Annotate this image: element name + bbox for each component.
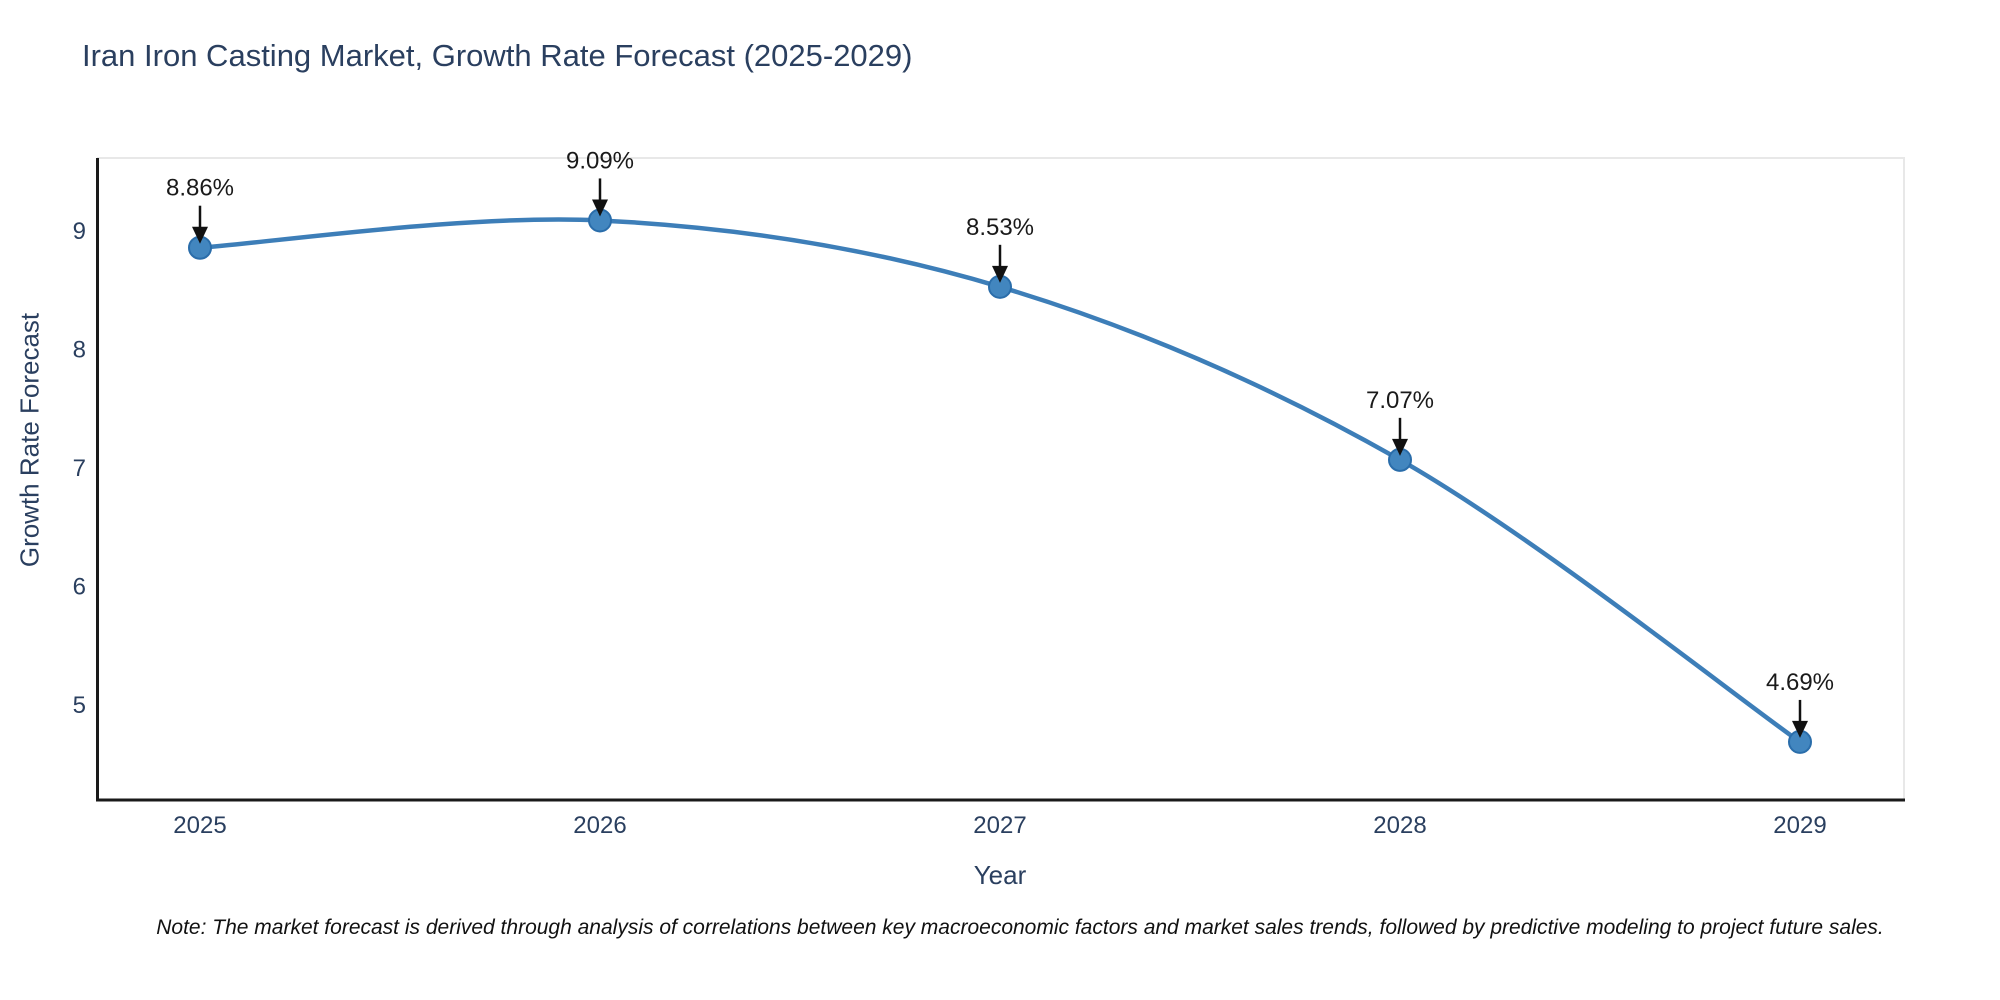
annotation-label: 4.69% — [1766, 669, 1834, 696]
annotation-label: 8.53% — [966, 214, 1034, 241]
y-tick-label: 5 — [73, 692, 86, 719]
x-tick-label: 2027 — [973, 812, 1026, 839]
x-tick-label: 2029 — [1773, 812, 1826, 839]
x-tick-label: 2025 — [173, 812, 226, 839]
y-tick-label: 8 — [73, 337, 86, 364]
footnote: Note: The market forecast is derived thr… — [156, 916, 1884, 939]
annotation-label: 8.86% — [166, 175, 234, 202]
annotation-arrowhead-icon — [592, 199, 608, 217]
y-tick-label: 6 — [73, 574, 86, 601]
x-tick-label: 2028 — [1373, 812, 1426, 839]
y-tick-label: 7 — [73, 455, 86, 482]
annotation-label: 7.07% — [1366, 387, 1434, 414]
annotation-arrowhead-icon — [192, 226, 208, 244]
annotation-arrowhead-icon — [1392, 438, 1408, 456]
x-axis-title: Year — [973, 860, 1027, 890]
annotation-label: 9.09% — [566, 147, 634, 174]
chart-title: Iran Iron Casting Market, Growth Rate Fo… — [82, 38, 913, 73]
annotation-arrowhead-icon — [992, 265, 1008, 283]
annotation-arrowhead-icon — [1792, 720, 1808, 738]
y-tick-label: 9 — [73, 218, 86, 245]
x-tick-label: 2026 — [573, 812, 626, 839]
y-axis-title: Growth Rate Forecast — [14, 312, 45, 568]
